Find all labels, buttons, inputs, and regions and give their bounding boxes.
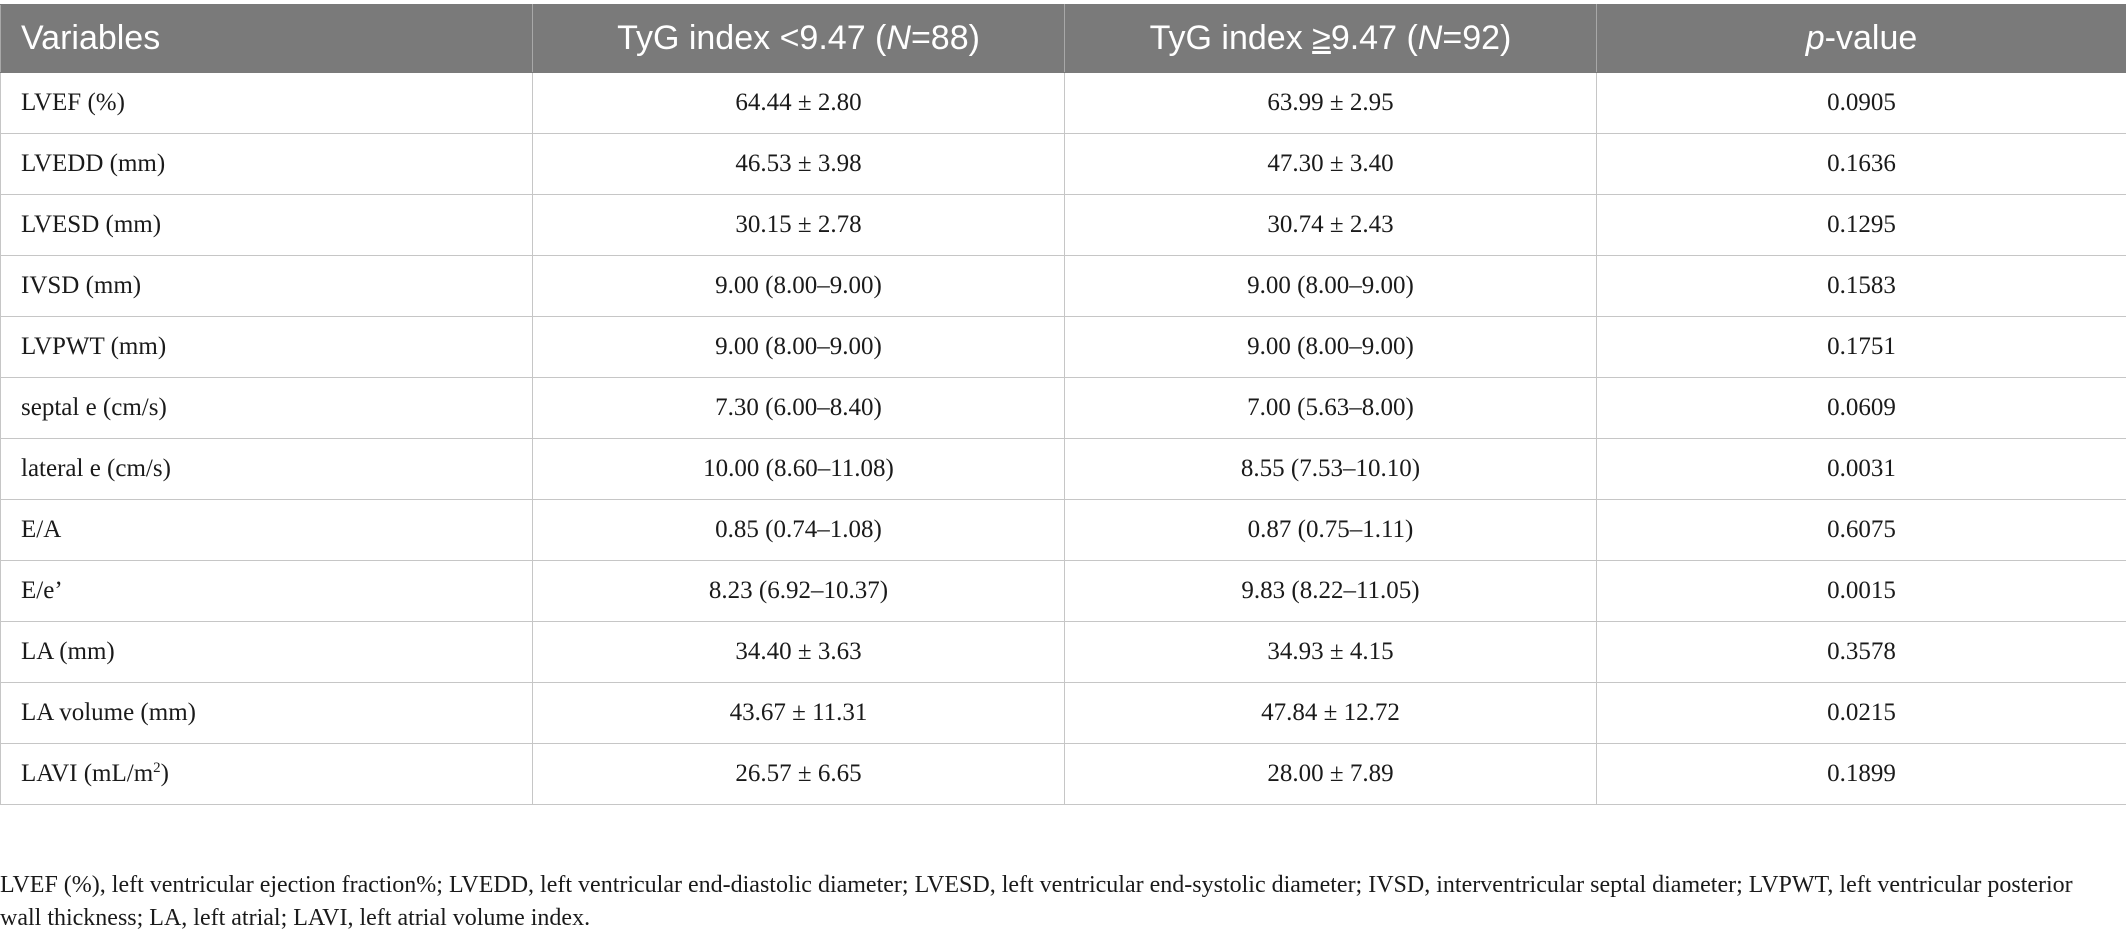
header-pvalue: p-value: [1596, 4, 2126, 73]
table-container: Variables TyG index <9.47 (N=88) TyG ind…: [0, 4, 2126, 805]
cell-tyg-low: 9.00 (8.00–9.00): [532, 255, 1065, 317]
cell-pvalue: 0.0215: [1596, 682, 2126, 744]
cell-variable-superscript: 2: [153, 760, 161, 776]
cell-variable: septal e (cm/s): [0, 377, 533, 439]
cell-tyg-low: 46.53 ± 3.98: [532, 133, 1065, 195]
cell-variable: LVEF (%): [0, 72, 533, 134]
table-row: IVSD (mm) 9.00 (8.00–9.00) 9.00 (8.00–9.…: [0, 255, 2126, 317]
header-tyg-high-prefix: TyG index: [1149, 19, 1313, 57]
table-body: LVEF (%) 64.44 ± 2.80 63.99 ± 2.95 0.090…: [0, 72, 2126, 805]
table-row: LVESD (mm) 30.15 ± 2.78 30.74 ± 2.43 0.1…: [0, 194, 2126, 256]
table-row: LA volume (mm) 43.67 ± 11.31 47.84 ± 12.…: [0, 682, 2126, 744]
table-row: E/A 0.85 (0.74–1.08) 0.87 (0.75–1.11) 0.…: [0, 499, 2126, 561]
cell-variable: LA (mm): [0, 621, 533, 683]
header-tyg-high-n-value: =92): [1442, 19, 1512, 57]
cell-tyg-low: 26.57 ± 6.65: [532, 743, 1065, 805]
cell-variable: LAVI (mL/m2): [0, 743, 533, 805]
cell-pvalue: 0.0031: [1596, 438, 2126, 500]
cell-variable: LA volume (mm): [0, 682, 533, 744]
cell-tyg-low: 30.15 ± 2.78: [532, 194, 1065, 256]
cell-tyg-high: 9.00 (8.00–9.00): [1064, 316, 1597, 378]
cell-variable: LVEDD (mm): [0, 133, 533, 195]
cell-variable-tail: ): [160, 760, 169, 787]
cell-tyg-high: 63.99 ± 2.95: [1064, 72, 1597, 134]
header-pvalue-p: p: [1805, 19, 1825, 57]
cell-variable-text: LAVI (mL/m: [21, 760, 154, 787]
table-row: lateral e (cm/s) 10.00 (8.60–11.08) 8.55…: [0, 438, 2126, 500]
table-header: Variables TyG index <9.47 (N=88) TyG ind…: [0, 4, 2126, 73]
header-tyg-low-prefix: TyG index <9.47 (: [617, 19, 887, 57]
cell-pvalue: 0.1636: [1596, 133, 2126, 195]
cell-tyg-low: 9.00 (8.00–9.00): [532, 316, 1065, 378]
header-row: Variables TyG index <9.47 (N=88) TyG ind…: [0, 4, 2126, 73]
table-row: LVEF (%) 64.44 ± 2.80 63.99 ± 2.95 0.090…: [0, 72, 2126, 134]
cell-tyg-high: 47.30 ± 3.40: [1064, 133, 1597, 195]
cell-tyg-high: 34.93 ± 4.15: [1064, 621, 1597, 683]
cell-pvalue: 0.0905: [1596, 72, 2126, 134]
cell-tyg-high: 0.87 (0.75–1.11): [1064, 499, 1597, 561]
header-variables: Variables: [0, 4, 533, 73]
header-tyg-low-n-symbol: N: [886, 19, 911, 57]
cell-pvalue: 0.0015: [1596, 560, 2126, 622]
header-variables-label: Variables: [21, 19, 161, 57]
table-row: LVEDD (mm) 46.53 ± 3.98 47.30 ± 3.40 0.1…: [0, 133, 2126, 195]
cell-tyg-low: 10.00 (8.60–11.08): [532, 438, 1065, 500]
cell-variable: lateral e (cm/s): [0, 438, 533, 500]
cell-tyg-low: 7.30 (6.00–8.40): [532, 377, 1065, 439]
cell-tyg-low: 0.85 (0.74–1.08): [532, 499, 1065, 561]
cell-pvalue: 0.6075: [1596, 499, 2126, 561]
header-pvalue-suffix: -value: [1824, 19, 1918, 57]
cell-tyg-high: 47.84 ± 12.72: [1064, 682, 1597, 744]
cell-variable: LVESD (mm): [0, 194, 533, 256]
table-footnote: LVEF (%), left ventricular ejection frac…: [0, 872, 2073, 931]
table-row: LVPWT (mm) 9.00 (8.00–9.00) 9.00 (8.00–9…: [0, 316, 2126, 378]
cell-tyg-low: 8.23 (6.92–10.37): [532, 560, 1065, 622]
cell-pvalue: 0.3578: [1596, 621, 2126, 683]
cell-pvalue: 0.1583: [1596, 255, 2126, 317]
cell-tyg-high: 9.00 (8.00–9.00): [1064, 255, 1597, 317]
cell-tyg-low: 43.67 ± 11.31: [532, 682, 1065, 744]
cell-pvalue: 0.1751: [1596, 316, 2126, 378]
header-tyg-high-n-symbol: N: [1417, 19, 1443, 57]
cell-variable: LVPWT (mm): [0, 316, 533, 378]
table-row: LAVI (mL/m2) 26.57 ± 6.65 28.00 ± 7.89 0…: [0, 743, 2126, 805]
table-row: septal e (cm/s) 7.30 (6.00–8.40) 7.00 (5…: [0, 377, 2126, 439]
header-tyg-high-value: 9.47 (: [1330, 19, 1418, 57]
cell-pvalue: 0.1295: [1596, 194, 2126, 256]
cell-tyg-high: 9.83 (8.22–11.05): [1064, 560, 1597, 622]
cell-tyg-low: 64.44 ± 2.80: [532, 72, 1065, 134]
echocardiography-table: Variables TyG index <9.47 (N=88) TyG ind…: [0, 4, 2126, 805]
cell-pvalue: 0.0609: [1596, 377, 2126, 439]
cell-tyg-high: 7.00 (5.63–8.00): [1064, 377, 1597, 439]
header-tyg-high-symbol: ≥: [1312, 19, 1331, 57]
table-row: E/e’ 8.23 (6.92–10.37) 9.83 (8.22–11.05)…: [0, 560, 2126, 622]
header-tyg-low: TyG index <9.47 (N=88): [532, 4, 1065, 73]
cell-tyg-high: 28.00 ± 7.89: [1064, 743, 1597, 805]
cell-variable: E/A: [0, 499, 533, 561]
cell-tyg-low: 34.40 ± 3.63: [532, 621, 1065, 683]
cell-variable: E/e’: [0, 560, 533, 622]
header-tyg-high: TyG index ≥9.47 (N=92): [1064, 4, 1597, 73]
table-row: LA (mm) 34.40 ± 3.63 34.93 ± 4.15 0.3578: [0, 621, 2126, 683]
cell-tyg-high: 8.55 (7.53–10.10): [1064, 438, 1597, 500]
cell-pvalue: 0.1899: [1596, 743, 2126, 805]
cell-variable: IVSD (mm): [0, 255, 533, 317]
header-tyg-low-n-value: =88): [910, 19, 980, 57]
cell-tyg-high: 30.74 ± 2.43: [1064, 194, 1597, 256]
